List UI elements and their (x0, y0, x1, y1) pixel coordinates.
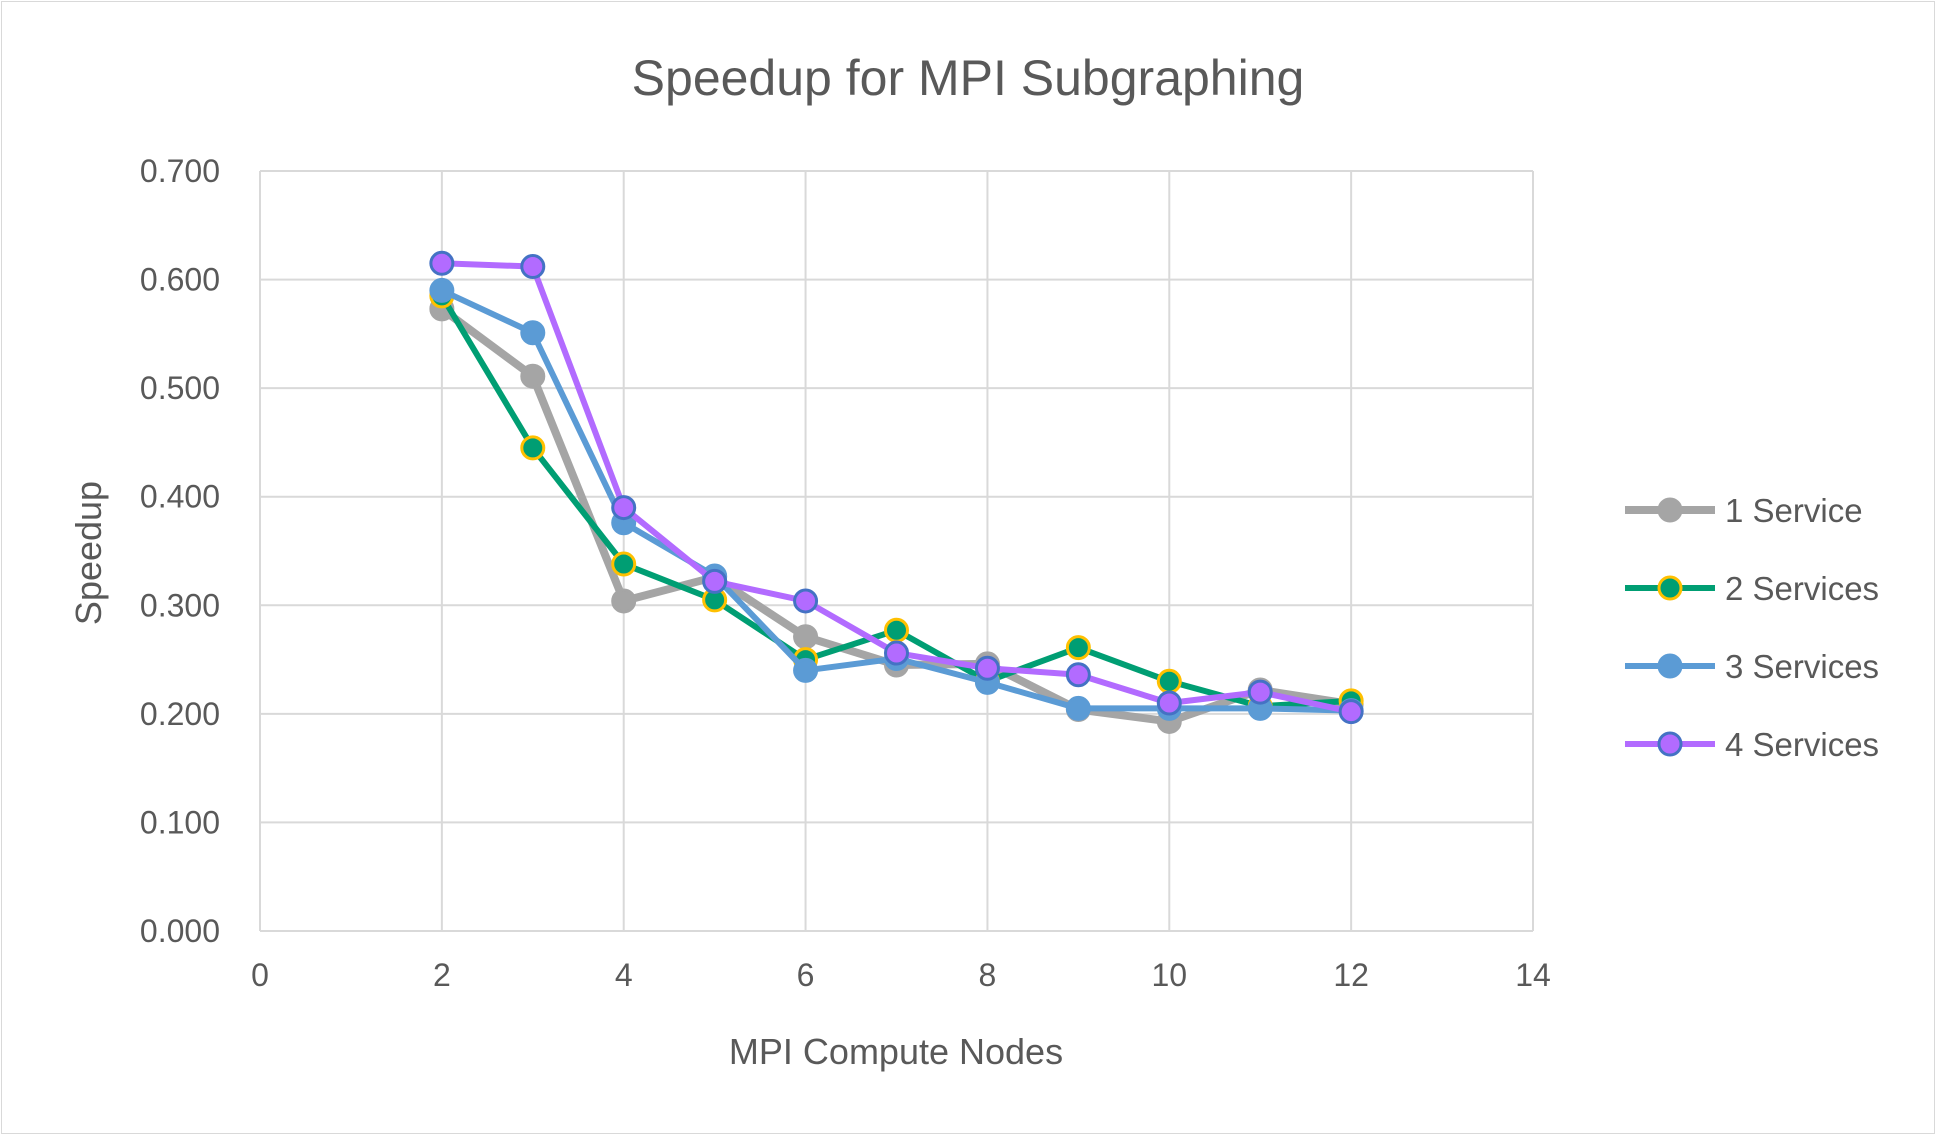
data-point (1156, 690, 1182, 716)
data-point (884, 617, 909, 643)
x-axis-label: MPI Compute Nodes (729, 1031, 1063, 1072)
legend-marker (1657, 497, 1683, 523)
series-4 (429, 250, 1364, 725)
legend-item: 4 Services (1625, 726, 1879, 763)
legend-marker (1657, 731, 1683, 757)
data-point (520, 363, 546, 389)
data-point (520, 435, 546, 461)
data-point (1247, 679, 1273, 705)
x-tick-label: 10 (1151, 957, 1187, 993)
legend-marker (1657, 653, 1683, 679)
series-group (429, 250, 1364, 734)
x-tick-label: 0 (251, 957, 269, 993)
data-point (611, 588, 637, 614)
data-point (1065, 635, 1091, 661)
legend: 1 Service 2 Services 3 Services 4 Services (1625, 492, 1879, 763)
data-point (520, 320, 546, 346)
x-tick-label: 2 (433, 957, 451, 993)
data-point (1156, 668, 1182, 694)
legend-label: 4 Services (1725, 726, 1879, 763)
data-point (1065, 662, 1091, 688)
y-tick-label: 0.200 (140, 696, 220, 732)
gridlines (259, 170, 1534, 932)
data-point (974, 655, 1000, 681)
y-tick-label: 0.300 (140, 587, 220, 623)
legend-item: 2 Services (1625, 570, 1879, 607)
chart-title: Speedup for MPI Subgraphing (632, 50, 1305, 106)
data-point (429, 277, 455, 303)
data-point (611, 551, 637, 577)
legend-label: 3 Services (1725, 648, 1879, 685)
data-point (793, 657, 819, 683)
y-tick-label: 0.700 (140, 153, 220, 189)
data-point (1338, 699, 1364, 725)
x-tick-label: 4 (615, 957, 633, 993)
data-point (884, 640, 909, 666)
data-point (429, 250, 455, 276)
data-point (793, 588, 819, 614)
tick-labels: 0.000 0.100 0.200 0.300 0.400 0.500 0.600 0.700… (140, 153, 1551, 993)
x-tick-label: 6 (797, 957, 815, 993)
data-point (520, 254, 546, 280)
y-tick-label: 0.400 (140, 479, 220, 515)
legend-label: 1 Service (1725, 492, 1863, 529)
data-point (611, 495, 637, 521)
y-tick-label: 0.100 (140, 804, 220, 840)
legend-item: 3 Services (1625, 648, 1879, 685)
y-tick-label: 0.600 (140, 262, 220, 298)
y-tick-label: 0.000 (140, 913, 220, 949)
legend-marker (1657, 575, 1683, 601)
x-tick-label: 12 (1333, 957, 1369, 993)
data-point (793, 624, 819, 650)
legend-item: 1 Service (1625, 492, 1863, 529)
data-point (702, 568, 728, 594)
x-tick-label: 14 (1515, 957, 1551, 993)
legend-label: 2 Services (1725, 570, 1879, 607)
x-tick-label: 8 (979, 957, 997, 993)
y-tick-label: 0.500 (140, 370, 220, 406)
y-axis-label: Speedup (68, 481, 109, 625)
data-point (1065, 695, 1091, 721)
